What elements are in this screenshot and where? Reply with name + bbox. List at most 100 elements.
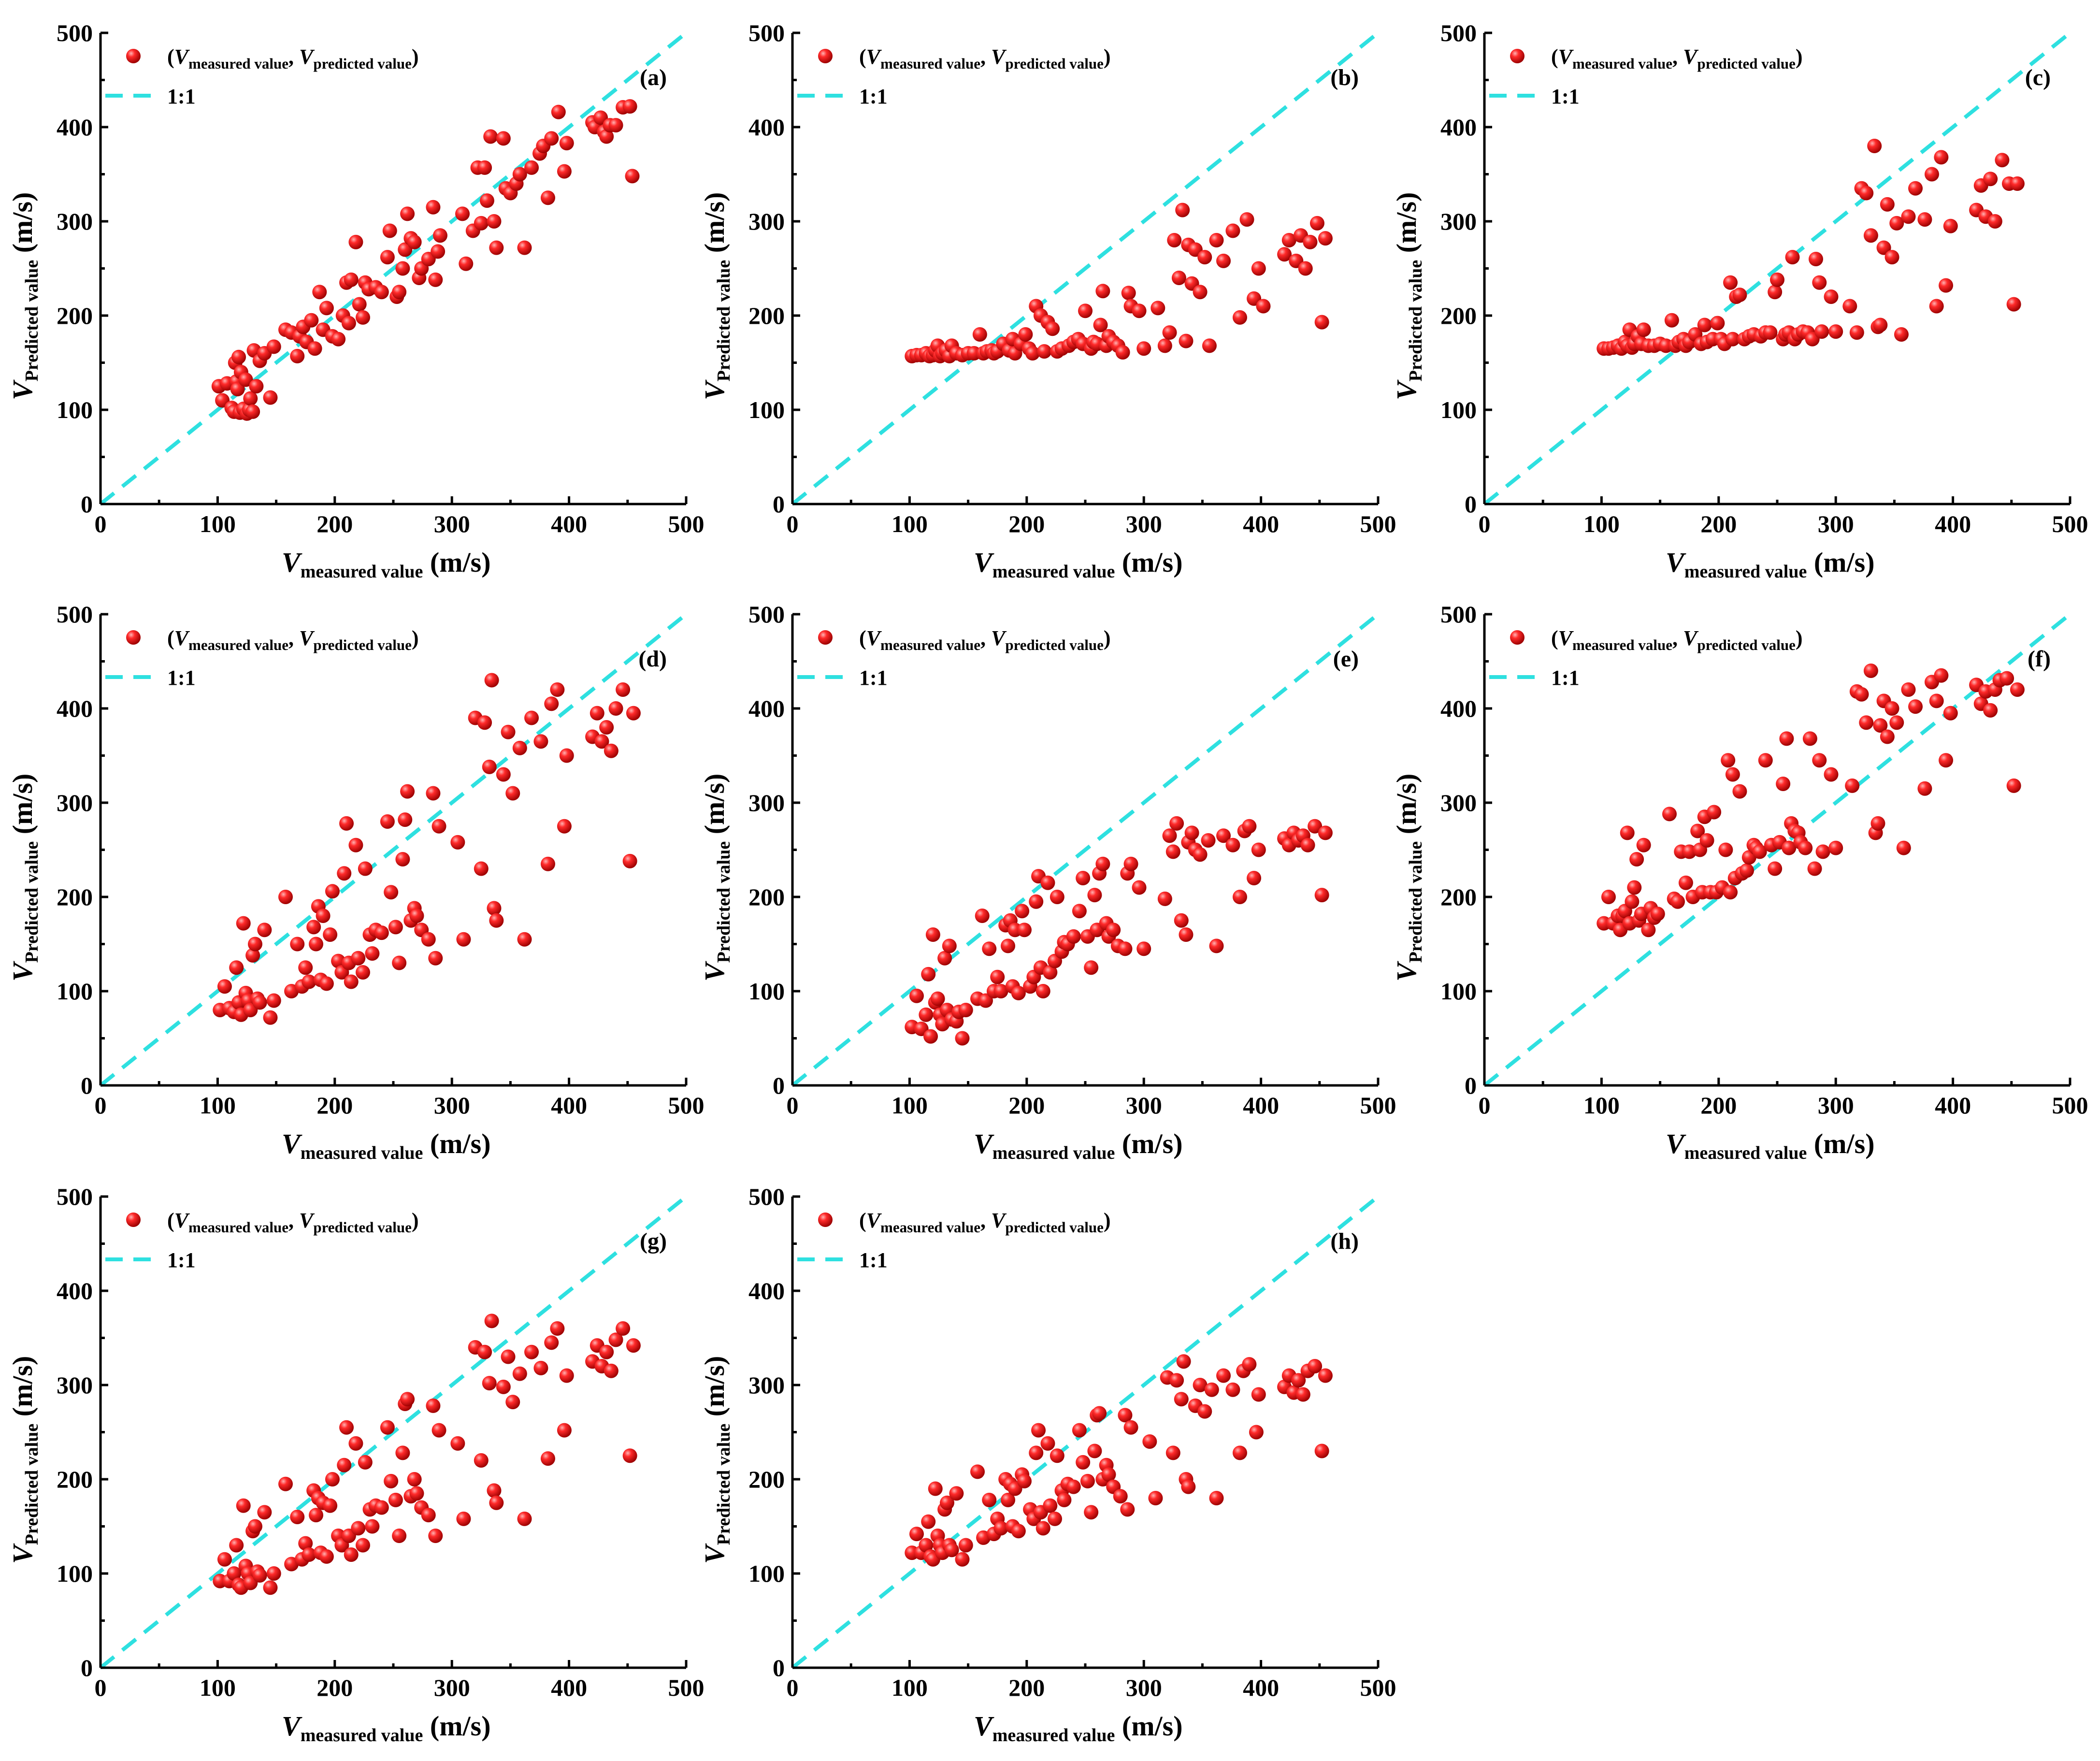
x-axis-title-sub: measured value: [992, 1143, 1115, 1163]
y-tick-label: 500: [1440, 19, 1477, 46]
data-point: [298, 1536, 313, 1551]
data-point: [479, 193, 494, 208]
data-point: [972, 327, 987, 342]
data-point: [306, 920, 321, 935]
y-tick-label: 400: [57, 1277, 93, 1304]
data-point: [1690, 823, 1705, 838]
data-point: [1050, 1448, 1064, 1463]
data-point: [923, 1029, 938, 1044]
data-point: [309, 1508, 324, 1523]
data-point: [1318, 1368, 1333, 1383]
data-point: [1017, 923, 1032, 938]
x-axis-title-unit: (m/s): [1115, 1710, 1182, 1742]
chart-panel-h: 00 100 100 200 200 300 300 400 400 500 500 Vmeasure…: [699, 1183, 1396, 1746]
data-point: [1080, 1473, 1095, 1488]
legend-point-label: (Vmeasured value, Vpredicted value): [1551, 45, 1802, 72]
data-point: [1880, 729, 1895, 744]
data-point: [312, 285, 327, 300]
data-point: [257, 923, 272, 938]
data-point: [1828, 840, 1843, 855]
y-tick-label: 200: [57, 883, 93, 910]
data-point: [1314, 888, 1329, 903]
legend-comma: ,: [980, 626, 991, 650]
data-point: [339, 1420, 354, 1435]
legend-comma: ,: [980, 45, 991, 69]
data-point: [1732, 784, 1747, 799]
x-tick-label: 500: [1360, 510, 1396, 537]
legend-close: ): [412, 1209, 419, 1232]
data-point: [1314, 315, 1329, 330]
data-point: [1934, 150, 1949, 165]
data-point: [1929, 693, 1944, 708]
legend-v1: V: [866, 1209, 882, 1232]
x-tick-label: 300: [434, 1092, 470, 1119]
data-point: [919, 1538, 934, 1553]
data-point: [505, 786, 520, 801]
data-point: [1197, 250, 1212, 265]
data-point: [252, 995, 267, 1010]
legend-sub1: measured value: [880, 636, 980, 653]
data-point: [236, 916, 251, 931]
legend-v1: V: [1558, 45, 1574, 69]
data-point: [1859, 186, 1874, 201]
data-point: [1072, 1423, 1087, 1438]
data-point: [533, 734, 548, 749]
data-point: [482, 1376, 497, 1391]
data-point: [1752, 844, 1767, 859]
data-point: [307, 341, 322, 356]
data-point: [351, 1521, 366, 1536]
data-point: [1066, 929, 1081, 944]
data-point: [1723, 885, 1738, 900]
x-tick-label: 100: [1583, 1092, 1620, 1119]
panel-tag: (d): [638, 646, 667, 672]
data-point: [421, 1508, 436, 1523]
data-point: [1876, 240, 1891, 255]
data-point: [512, 740, 527, 755]
y-axis-title: VPredicted value (m/s): [699, 192, 734, 400]
legend-sub1: measured value: [880, 55, 980, 72]
data-point: [1710, 316, 1725, 331]
data-point: [392, 285, 407, 300]
data-point: [230, 382, 245, 397]
y-axis-title-v: V: [1391, 961, 1422, 982]
y-tick-label: 200: [748, 1466, 785, 1493]
data-point: [290, 1510, 305, 1524]
data-point: [930, 991, 945, 1006]
data-point: [432, 1423, 446, 1438]
legend-v1: V: [174, 626, 190, 650]
y-tick-label: 300: [748, 1371, 785, 1399]
data-point: [1943, 218, 1958, 233]
x-tick-label: 400: [1243, 510, 1279, 537]
data-point: [524, 160, 539, 175]
y-tick-label: 300: [57, 1371, 93, 1399]
data-point: [599, 1344, 614, 1359]
data-point: [937, 951, 952, 966]
data-point: [263, 390, 278, 405]
y-tick-label: 100: [57, 396, 93, 423]
data-point: [374, 285, 389, 300]
data-point: [245, 404, 260, 419]
x-tick-label: 500: [2052, 1092, 2088, 1119]
data-point: [1151, 301, 1165, 316]
legend-v1: V: [1558, 626, 1574, 650]
x-tick-label: 300: [1818, 1092, 1854, 1119]
data-point: [355, 1538, 370, 1553]
x-tick-label: 500: [2052, 510, 2088, 537]
data-point: [1176, 1354, 1191, 1369]
data-point: [217, 979, 232, 994]
data-point: [1934, 668, 1949, 683]
data-point: [544, 1335, 559, 1350]
data-point: [1697, 318, 1712, 332]
data-point: [1763, 325, 1778, 340]
legend-point-label: (Vmeasured value, Vpredicted value): [859, 1209, 1110, 1236]
data-point: [1939, 278, 1954, 293]
data-point: [487, 214, 502, 229]
x-axis-title-sub: measured value: [301, 1725, 423, 1746]
data-point: [1249, 1425, 1264, 1440]
x-tick-label: 300: [1818, 510, 1854, 537]
data-point: [1247, 871, 1262, 885]
data-point: [1718, 842, 1733, 857]
data-point: [958, 1003, 973, 1017]
data-point: [388, 920, 403, 935]
data-point: [1118, 1408, 1133, 1423]
